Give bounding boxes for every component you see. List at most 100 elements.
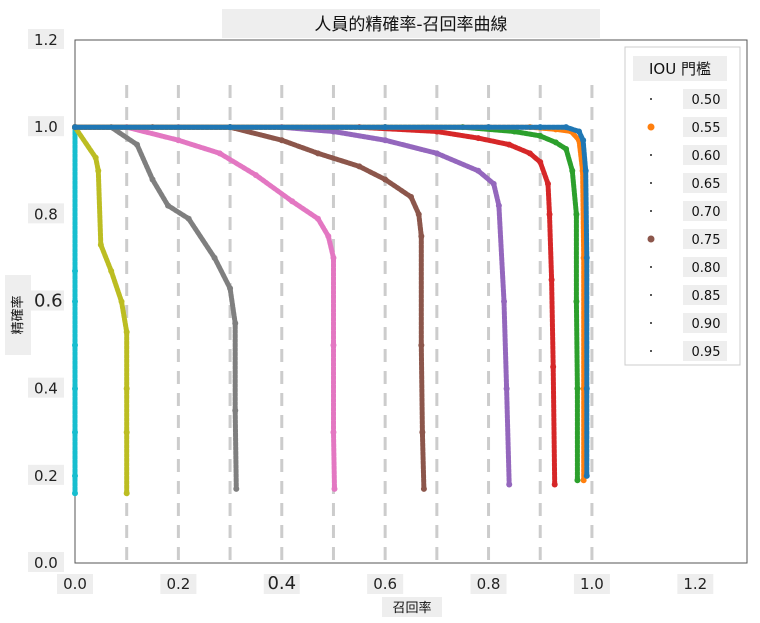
data-point <box>537 124 544 131</box>
legend-marker <box>650 322 652 324</box>
data-point <box>563 124 570 131</box>
data-point <box>569 167 576 174</box>
data-point <box>501 298 508 305</box>
legend-item: 0.50 <box>650 89 727 109</box>
data-point <box>382 176 389 183</box>
data-point <box>550 363 557 370</box>
legend-title: IOU 門檻 <box>649 60 711 78</box>
x-tick-background <box>470 574 507 594</box>
data-point <box>537 159 544 166</box>
x-tick-label: 0.8 <box>477 575 501 593</box>
legend-label-background <box>683 313 727 333</box>
data-point <box>382 124 389 131</box>
legend: IOU 門檻 0.500.550.600.650.700.750.800.850… <box>624 46 741 366</box>
data-point <box>175 137 182 144</box>
data-point <box>232 320 239 327</box>
x-tick-label: 0.4 <box>267 573 296 594</box>
y-tick-label: 0.8 <box>34 205 58 223</box>
x-tick-background <box>677 574 714 594</box>
x-tick-label: 0.6 <box>373 575 397 593</box>
legend-label-background <box>683 89 727 109</box>
data-point <box>495 202 502 209</box>
data-point <box>356 163 363 170</box>
data-point <box>123 385 130 392</box>
data-point <box>573 211 580 218</box>
data-point <box>382 137 389 144</box>
x-tick-label: 0.2 <box>166 575 190 593</box>
legend-item: 0.70 <box>650 201 727 221</box>
data-point <box>72 490 78 497</box>
data-point <box>526 150 533 157</box>
data-point <box>211 254 218 261</box>
x-tick-background <box>263 574 300 594</box>
x-tick-label: 0.0 <box>63 575 87 593</box>
y-tick-background <box>28 552 64 572</box>
data-point <box>314 215 321 222</box>
data-point <box>475 135 482 142</box>
data-point <box>216 150 223 157</box>
legend-item: 0.60 <box>650 145 727 165</box>
data-point <box>506 481 513 488</box>
data-point <box>433 128 440 135</box>
data-point <box>123 329 130 336</box>
series-line <box>72 124 130 496</box>
data-point <box>330 342 337 349</box>
legend-item: 0.80 <box>650 257 727 277</box>
y-axis-title-background <box>5 275 31 355</box>
data-point <box>72 298 78 305</box>
x-tick-background <box>367 574 404 594</box>
series-0.95 <box>72 124 78 497</box>
legend-label: 0.90 <box>692 317 721 332</box>
data-point <box>72 342 78 349</box>
legend-item: 0.65 <box>650 173 727 193</box>
data-point <box>580 137 587 144</box>
legend-label: 0.55 <box>692 121 721 136</box>
legend-label: 0.50 <box>692 93 721 108</box>
data-point <box>72 124 78 131</box>
x-axis-ticks: 0.0 0.2 0.4 0.6 0.8 1.0 1.2 <box>57 573 714 594</box>
legend-marker <box>650 182 652 184</box>
legend-label-background <box>683 201 727 221</box>
legend-marker <box>650 350 652 352</box>
data-point <box>330 254 337 261</box>
data-point <box>418 233 425 240</box>
data-point <box>185 215 192 222</box>
data-point <box>289 198 296 205</box>
data-point <box>548 276 555 283</box>
data-point <box>232 407 239 414</box>
data-point <box>419 429 426 436</box>
y-axis-title: 精確率 <box>10 295 26 334</box>
legend-label: 0.60 <box>692 149 721 164</box>
data-point <box>123 490 130 497</box>
data-point <box>552 139 559 146</box>
x-tick-background <box>160 574 197 594</box>
data-point <box>408 193 414 200</box>
data-point <box>134 141 141 148</box>
legend-label-background <box>683 145 727 165</box>
data-point <box>227 124 234 131</box>
data-point <box>551 481 558 488</box>
data-point <box>573 298 580 305</box>
x-tick-label: 1.0 <box>580 575 604 593</box>
legend-label-background <box>683 341 727 361</box>
data-point <box>95 167 102 174</box>
legend-label-background <box>683 117 727 137</box>
legend-marker <box>650 294 652 296</box>
data-point <box>72 385 78 392</box>
data-point <box>418 342 425 349</box>
data-point <box>108 267 115 274</box>
y-tick-label: 0.0 <box>34 554 58 572</box>
legend-label: 0.70 <box>692 205 721 220</box>
y-tick-background <box>28 116 64 137</box>
y-axis-ticks: 0.0 0.2 0.4 0.6 0.8 1.0 1.2 <box>28 29 64 572</box>
legend-items: 0.50 0.55 0.60 0.65 0.70 0.75 0.80 0.85 0.90 0.95 <box>647 89 727 361</box>
data-point <box>314 150 321 157</box>
data-point <box>503 385 510 392</box>
data-point <box>252 172 259 179</box>
legend-item: 0.55 <box>647 117 727 137</box>
data-point <box>563 145 570 152</box>
legend-label: 0.75 <box>692 233 721 248</box>
data-point <box>433 150 440 157</box>
data-point <box>576 128 582 135</box>
data-point <box>415 211 422 218</box>
